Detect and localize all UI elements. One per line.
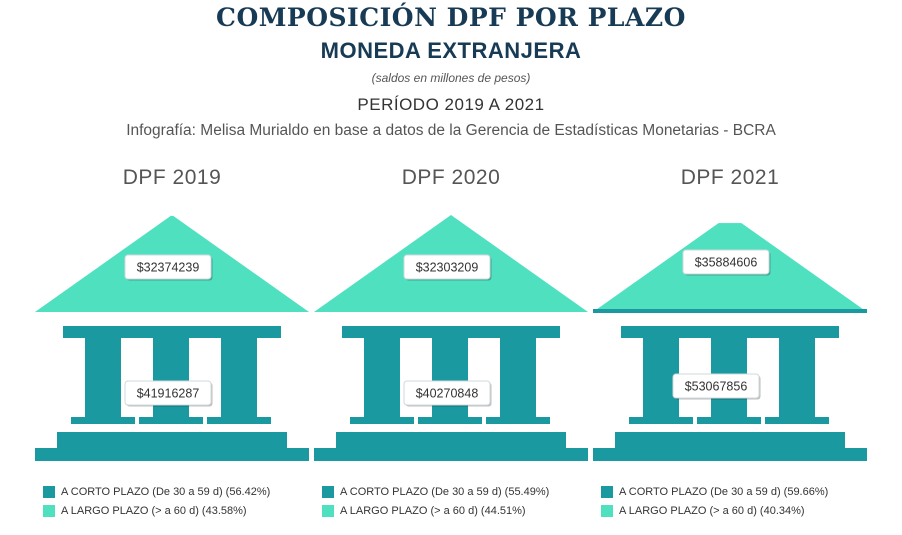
legend: A CORTO PLAZO (De 30 a 59 d) (56.42%) A L… xyxy=(43,482,270,520)
column xyxy=(757,326,839,424)
corto-value-label: $40270848 xyxy=(403,380,492,407)
panel-title: DPF 2021 xyxy=(680,166,780,189)
svg-text:$53067856: $53067856 xyxy=(685,380,748,394)
legend-item: A CORTO PLAZO (De 30 a 59 d) (56.42%) xyxy=(43,482,270,501)
building-step xyxy=(57,432,287,450)
chart-subtitle: MONEDA EXTRANJERA xyxy=(320,38,582,63)
roof-base-line xyxy=(593,309,867,313)
legend-item: A LARGO PLAZO (> a 60 d) (40.34%) xyxy=(601,501,828,520)
corto-value-label: $53067856 xyxy=(672,373,761,400)
building-step xyxy=(336,432,566,450)
building-base xyxy=(314,448,588,461)
largo-value-label: $32374239 xyxy=(124,254,213,281)
panel-title: DPF 2020 xyxy=(401,166,501,189)
svg-text:$32303209: $32303209 xyxy=(416,261,479,275)
legend-swatch xyxy=(322,504,334,517)
chart-title: COMPOSICIÓN DPF POR PLAZO xyxy=(216,3,686,32)
legend-label: A LARGO PLAZO (> a 60 d) (44.51%) xyxy=(340,504,526,517)
column xyxy=(131,326,213,424)
legend-item: A CORTO PLAZO (De 30 a 59 d) (55.49%) xyxy=(322,482,549,501)
panel-2020: DPF 2020 $32303209 $40270848 A CORTO PLAZO… xyxy=(314,160,588,520)
panel-title: DPF 2019 xyxy=(122,166,222,189)
svg-text:$40270848: $40270848 xyxy=(416,387,479,401)
legend-label: A CORTO PLAZO (De 30 a 59 d) (56.42%) xyxy=(61,485,271,498)
legend-label: A CORTO PLAZO (De 30 a 59 d) (59.66%) xyxy=(619,485,829,498)
legend-item: A LARGO PLAZO (> a 60 d) (44.51%) xyxy=(322,501,549,520)
svg-text:$32374239: $32374239 xyxy=(137,261,200,275)
legend-swatch xyxy=(43,485,55,498)
building-chart: $32303209 $40270848 xyxy=(314,215,588,461)
building-chart: $35884606 $53067856 xyxy=(593,215,867,461)
legend-label: A LARGO PLAZO (> a 60 d) (43.58%) xyxy=(61,504,247,517)
building-step xyxy=(615,432,845,450)
legend-swatch xyxy=(43,504,55,517)
svg-text:$35884606: $35884606 xyxy=(695,256,758,270)
largo-value-label: $32303209 xyxy=(403,254,492,281)
column xyxy=(410,326,492,424)
column xyxy=(63,326,145,424)
panel-2019: DPF 2019 $32374239 $41916287 A CORTO PLAZO… xyxy=(35,160,309,520)
legend-label: A CORTO PLAZO (De 30 a 59 d) (55.49%) xyxy=(340,485,550,498)
legend-item: A LARGO PLAZO (> a 60 d) (43.58%) xyxy=(43,501,270,520)
legend-item: A CORTO PLAZO (De 30 a 59 d) (59.66%) xyxy=(601,482,828,501)
corto-plazo-columns xyxy=(314,326,588,461)
credit-line: Infografía: Melisa Murialdo en base a da… xyxy=(126,122,776,139)
building-base xyxy=(593,448,867,461)
legend-swatch xyxy=(601,485,613,498)
corto-value-label: $41916287 xyxy=(124,380,213,407)
period-label: PERÍODO 2019 A 2021 xyxy=(357,95,545,114)
column xyxy=(199,326,281,424)
building-base xyxy=(35,448,309,461)
building-chart: $32374239 $41916287 xyxy=(35,215,309,461)
units-note: (saldos en millones de pesos) xyxy=(371,71,531,85)
legend-swatch xyxy=(601,504,613,517)
legend-swatch xyxy=(322,485,334,498)
legend-label: A LARGO PLAZO (> a 60 d) (40.34%) xyxy=(619,504,805,517)
legend: A CORTO PLAZO (De 30 a 59 d) (59.66%) A L… xyxy=(601,482,828,520)
column xyxy=(478,326,560,424)
svg-text:$41916287: $41916287 xyxy=(137,387,200,401)
panel-2021: DPF 2021 $35884606 $53067856 A CORTO PLAZO… xyxy=(593,160,867,520)
legend: A CORTO PLAZO (De 30 a 59 d) (55.49%) A L… xyxy=(322,482,549,520)
corto-plazo-columns xyxy=(35,326,309,461)
largo-value-label: $35884606 xyxy=(682,249,771,276)
column xyxy=(342,326,424,424)
